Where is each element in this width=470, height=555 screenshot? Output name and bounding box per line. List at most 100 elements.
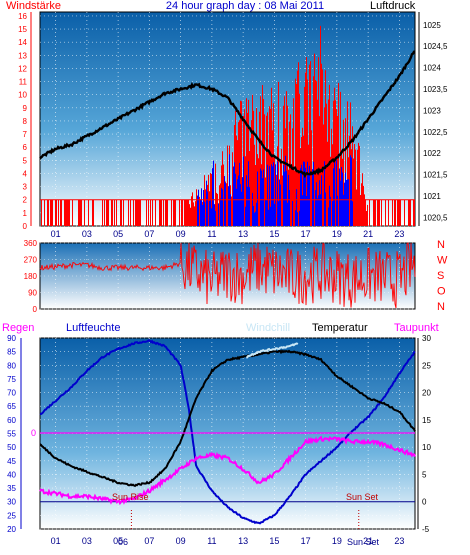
wind-y-tick-14: 14: [18, 38, 27, 47]
wind-y-tick-4: 4: [23, 169, 28, 178]
wind-y-tick-1: 1: [23, 209, 28, 218]
pressure-y-tick-1023,5: 1023,5: [423, 85, 448, 94]
humidity-y-tick-70: 70: [7, 389, 16, 398]
direction-y-tick-0: 0: [33, 305, 38, 314]
humidity-y-tick-25: 25: [7, 511, 16, 520]
direction-y-tick-180: 180: [24, 272, 38, 281]
pressure-series: [39, 50, 416, 179]
wind-x-tick-23: 23: [394, 229, 404, 239]
humidity-x-tick-15: 15: [269, 536, 279, 546]
wind-pressure-layer: 0123456789101112131415161020,510211021,5…: [18, 12, 448, 239]
humidity-x-tick-13: 13: [238, 536, 248, 546]
wind-x-tick-11: 11: [207, 229, 216, 239]
humidity-y-tick-60: 60: [7, 416, 16, 425]
humidity-x-tick-21: 21: [363, 536, 373, 546]
legend-temperatur: Temperatur: [312, 322, 368, 334]
pressure-y-tick-1024: 1024: [423, 64, 441, 73]
wind-calm-series: [197, 154, 353, 226]
wind-x-tick-21: 21: [363, 229, 373, 239]
wind-y-tick-15: 15: [18, 25, 27, 34]
humidity-series: [39, 339, 416, 525]
temperature-y-tick-20: 20: [422, 389, 431, 398]
humidity-y-tick-30: 30: [7, 498, 16, 507]
temperature-y-tick-10: 10: [422, 443, 431, 452]
temperature-y-tick--5: -5: [422, 525, 430, 534]
direction-y-tick-90: 90: [28, 289, 37, 298]
wind-y-tick-3: 3: [23, 183, 28, 192]
pressure-y-tick-1020,5: 1020,5: [423, 213, 448, 222]
wind-y-tick-11: 11: [19, 78, 28, 87]
right-axis-label-luftdruck: Luftdruck: [370, 0, 416, 12]
wind-x-tick-07: 07: [144, 229, 154, 239]
humidity-x-tick-01: 01: [51, 536, 61, 546]
legend-taupunkt: Taupunkt: [394, 322, 439, 334]
humidity-x-tick-07: 07: [144, 536, 154, 546]
wind-x-tick-01: 01: [51, 229, 61, 239]
temperature-y-tick-5: 5: [422, 470, 427, 479]
humidity-y-tick-35: 35: [7, 484, 16, 493]
wind-y-tick-8: 8: [23, 117, 28, 126]
wind-x-tick-03: 03: [82, 229, 92, 239]
temperature-y-tick-0: 0: [422, 498, 427, 507]
left-axis-label-windstaerke: Windstärke: [6, 0, 61, 12]
humidity-x-tick-09: 09: [176, 536, 186, 546]
wind-x-tick-09: 09: [176, 229, 186, 239]
humidity-y-tick-50: 50: [7, 443, 16, 452]
legend-luftfeuchte: Luftfeuchte: [66, 322, 120, 334]
legend-windchill: Windchill: [246, 322, 290, 334]
wind-y-tick-2: 2: [23, 196, 28, 205]
humidity-y-tick-65: 65: [7, 402, 16, 411]
pressure-y-tick-1023: 1023: [423, 106, 441, 115]
wind-y-tick-12: 12: [18, 64, 27, 73]
wind-y-tick-9: 9: [23, 104, 28, 113]
pressure-y-tick-1021,5: 1021,5: [423, 171, 448, 180]
sun-rise-bottom-label: 06: [118, 537, 128, 547]
direction-right-label-2: S: [437, 270, 444, 282]
wind-direction-series: [39, 242, 416, 309]
humidity-y-tick-45: 45: [7, 457, 16, 466]
humidity-y-tick-80: 80: [7, 361, 16, 370]
temperature-y-tick-25: 25: [422, 361, 431, 370]
rain-zero-label: 0: [31, 428, 36, 438]
sun-set-label: Sun Set: [346, 492, 379, 502]
wind-y-tick-0: 0: [23, 222, 28, 231]
legend-regen: Regen: [2, 322, 34, 334]
wind-y-tick-7: 7: [23, 130, 28, 139]
wind-x-tick-13: 13: [238, 229, 248, 239]
humidity-y-tick-90: 90: [7, 334, 16, 343]
windchill-series: [246, 342, 299, 359]
wind-x-tick-17: 17: [301, 229, 311, 239]
pressure-y-tick-1021: 1021: [423, 192, 441, 201]
pressure-y-tick-1022: 1022: [423, 149, 441, 158]
wind-y-tick-5: 5: [23, 156, 28, 165]
sun-set-bottom-label: Sun Set: [347, 537, 380, 547]
humidity-x-tick-11: 11: [207, 536, 216, 546]
direction-right-label-1: W: [437, 255, 448, 267]
wind-y-tick-16: 16: [18, 12, 27, 21]
direction-y-tick-270: 270: [24, 256, 38, 265]
wind-x-tick-19: 19: [332, 229, 342, 239]
sun-rise-label: Sun Rise: [112, 492, 149, 502]
temperature-series: [39, 349, 416, 488]
humidity-temperature-layer: 202530354045505560657075808590-505101520…: [7, 334, 431, 546]
direction-right-label-4: N: [437, 301, 445, 313]
wind-y-tick-6: 6: [23, 143, 28, 152]
direction-y-tick-360: 360: [24, 239, 38, 248]
humidity-x-tick-17: 17: [301, 536, 311, 546]
humidity-x-tick-03: 03: [82, 536, 92, 546]
temperature-y-tick-30: 30: [422, 334, 431, 343]
wind-y-tick-13: 13: [18, 51, 27, 60]
humidity-y-tick-20: 20: [7, 525, 16, 534]
humidity-x-tick-23: 23: [394, 536, 404, 546]
direction-right-label-3: O: [437, 286, 446, 298]
direction-right-label-0: N: [437, 239, 445, 251]
wind-x-tick-05: 05: [113, 229, 123, 239]
pressure-y-tick-1022,5: 1022,5: [423, 128, 448, 137]
wind-y-tick-10: 10: [18, 91, 27, 100]
wind-x-tick-15: 15: [269, 229, 279, 239]
humidity-x-tick-19: 19: [332, 536, 342, 546]
humidity-y-tick-55: 55: [7, 430, 16, 439]
